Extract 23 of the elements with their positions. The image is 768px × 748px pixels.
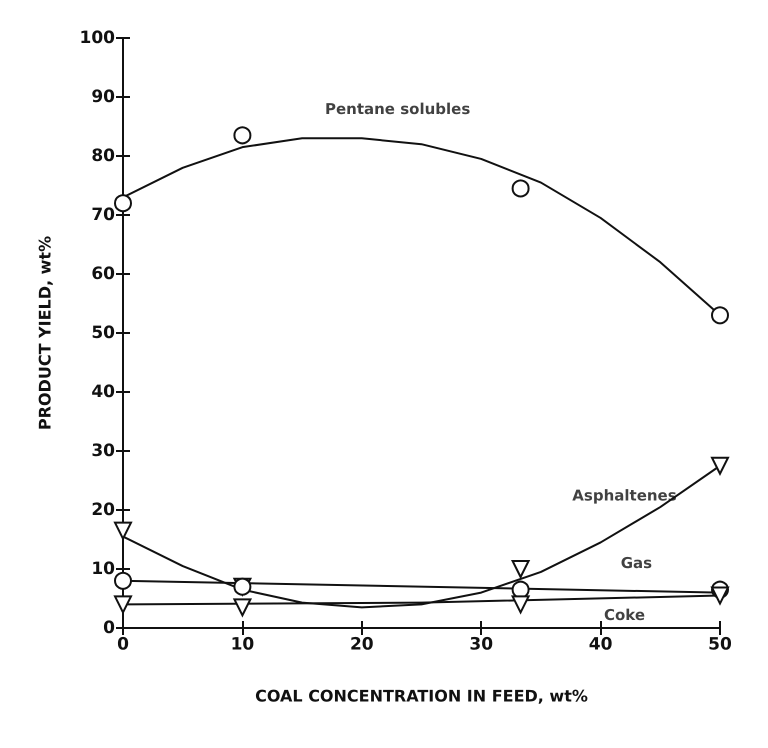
y-tick-label: 10 [91, 559, 116, 579]
y-tick-label: 0 [103, 618, 116, 638]
y-tick-label: 60 [91, 264, 116, 284]
y-tick-label: 70 [91, 205, 116, 225]
y-axis-title: PRODUCT YIELD, wt% [36, 236, 54, 430]
x-tick-label: 30 [469, 634, 494, 654]
y-tick-label: 90 [91, 87, 116, 107]
x-tick-label: 10 [230, 634, 254, 654]
annotation: Gas [620, 554, 652, 572]
y-tick-label: 80 [91, 146, 116, 166]
x-tick-label: 20 [350, 634, 374, 654]
y-tick-label: 50 [91, 323, 116, 343]
x-axis-title: COAL CONCENTRATION IN FEED, wt% [255, 686, 588, 706]
y-tick-label: 100 [80, 28, 116, 48]
annotation: Asphaltenes [572, 486, 677, 504]
y-tick-label: 30 [91, 441, 116, 461]
y-tick-label: 40 [91, 382, 116, 402]
annotation: Pentane solubles [324, 100, 470, 118]
x-tick-label: 50 [708, 634, 732, 654]
annotation: Coke [604, 606, 646, 624]
x-tick-label: 40 [588, 634, 613, 654]
y-tick-label: 20 [91, 500, 116, 520]
x-tick-label: 0 [117, 634, 130, 654]
